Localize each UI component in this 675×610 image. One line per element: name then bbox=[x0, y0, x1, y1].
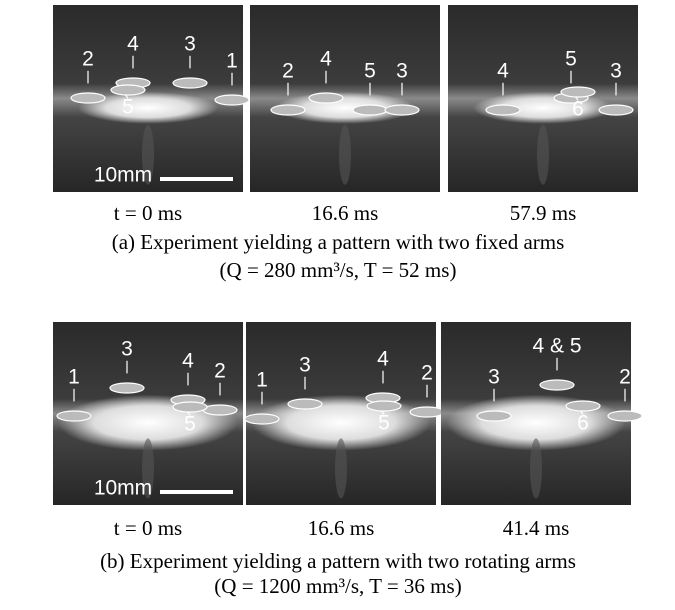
drop-label: 5 bbox=[378, 412, 390, 435]
drop-label: 5 bbox=[184, 413, 196, 436]
drop bbox=[56, 410, 92, 422]
drop-label: 4 bbox=[182, 350, 194, 373]
drop bbox=[607, 410, 643, 422]
drop bbox=[308, 92, 344, 104]
jet bbox=[339, 124, 351, 185]
drop bbox=[70, 92, 106, 104]
drop-label: 3 bbox=[396, 60, 408, 83]
drop bbox=[565, 400, 601, 412]
splash bbox=[78, 91, 218, 124]
drop-label: 3 bbox=[121, 338, 133, 361]
drop bbox=[485, 104, 521, 116]
drop bbox=[110, 84, 146, 96]
drop-label: 4 bbox=[127, 33, 139, 56]
time-label: 16.6 ms bbox=[308, 516, 375, 540]
jet bbox=[335, 438, 347, 499]
drop-label: 5 bbox=[565, 48, 577, 71]
drop bbox=[352, 104, 388, 116]
drop-label: 2 bbox=[82, 48, 94, 71]
drop-label: 4 & 5 bbox=[532, 335, 581, 358]
time-label: t = 0 ms bbox=[114, 201, 182, 225]
drop bbox=[270, 104, 306, 116]
drop-label: 4 bbox=[377, 348, 389, 371]
drop-label: 1 bbox=[256, 369, 268, 392]
drop bbox=[366, 400, 402, 412]
drop-label: 1 bbox=[226, 50, 238, 73]
drop-label: 6 bbox=[577, 412, 589, 435]
drop bbox=[214, 94, 250, 106]
jet bbox=[530, 438, 542, 499]
jet bbox=[537, 124, 549, 185]
drop bbox=[202, 404, 238, 416]
jet bbox=[142, 438, 154, 499]
drop-label: 2 bbox=[421, 362, 433, 385]
drop-label: 3 bbox=[488, 366, 500, 389]
jet bbox=[142, 124, 154, 185]
drop-label: 2 bbox=[282, 60, 294, 83]
time-label: 57.9 ms bbox=[510, 201, 577, 225]
scale-bar bbox=[160, 490, 233, 494]
drop bbox=[409, 406, 445, 418]
time-label: 41.4 ms bbox=[503, 516, 570, 540]
drop-label: 5 bbox=[122, 96, 134, 119]
time-label: 16.6 ms bbox=[312, 201, 379, 225]
drop bbox=[539, 379, 575, 391]
drop bbox=[598, 104, 634, 116]
scale-label: 10mm bbox=[94, 164, 152, 187]
drop-label: 2 bbox=[619, 366, 631, 389]
drop bbox=[172, 77, 208, 89]
caption-params: (Q = 1200 mm³/s, T = 36 ms) bbox=[214, 574, 461, 598]
time-label: t = 0 ms bbox=[114, 516, 182, 540]
drop bbox=[109, 382, 145, 394]
drop bbox=[560, 86, 596, 98]
scale-label: 10mm bbox=[94, 477, 152, 500]
caption: (b) Experiment yielding a pattern with t… bbox=[100, 549, 576, 573]
drop-label: 4 bbox=[320, 48, 332, 71]
drop-label: 2 bbox=[214, 360, 226, 383]
drop-label: 1 bbox=[68, 366, 80, 389]
drop-label: 6 bbox=[572, 98, 584, 121]
drop-label: 4 bbox=[497, 60, 509, 83]
caption: (a) Experiment yielding a pattern with t… bbox=[112, 230, 565, 254]
drop bbox=[287, 398, 323, 410]
drop bbox=[384, 104, 420, 116]
drop bbox=[172, 401, 208, 413]
caption-params: (Q = 280 mm³/s, T = 52 ms) bbox=[220, 258, 457, 282]
drop-label: 5 bbox=[364, 60, 376, 83]
drop bbox=[476, 410, 512, 422]
drop bbox=[244, 413, 280, 425]
drop-label: 3 bbox=[184, 33, 196, 56]
drop-label: 3 bbox=[610, 60, 622, 83]
scale-bar bbox=[160, 177, 233, 181]
drop-label: 3 bbox=[299, 354, 311, 377]
